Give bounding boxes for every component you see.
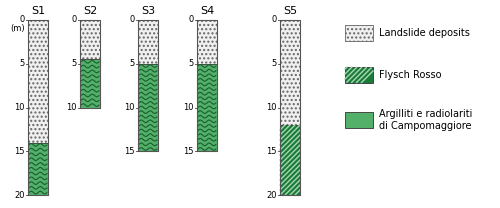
Text: 15: 15	[14, 147, 25, 156]
Bar	[280, 20, 300, 195]
Text: 5: 5	[189, 59, 194, 68]
Bar	[280, 125, 300, 195]
Bar	[197, 20, 217, 64]
Text: 20: 20	[266, 191, 277, 199]
Bar	[28, 20, 48, 142]
Text: Flysch Rosso: Flysch Rosso	[379, 70, 442, 80]
Text: S2: S2	[83, 6, 97, 16]
Text: 0: 0	[272, 16, 277, 25]
Text: Landslide deposits: Landslide deposits	[379, 28, 470, 38]
Bar	[80, 59, 100, 108]
Text: 10: 10	[14, 103, 25, 112]
Text: (m): (m)	[10, 24, 25, 32]
Text: 15: 15	[266, 147, 277, 156]
Text: 5: 5	[130, 59, 135, 68]
Text: Argilliti e radiolariti
di Campomaggiore: Argilliti e radiolariti di Campomaggiore	[379, 109, 472, 131]
Text: S1: S1	[31, 6, 45, 16]
Bar	[138, 20, 158, 151]
Text: 10: 10	[124, 103, 135, 112]
Text: 10: 10	[184, 103, 194, 112]
Text: 15: 15	[124, 147, 135, 156]
Text: 10: 10	[66, 103, 77, 112]
Bar	[80, 20, 100, 59]
Bar	[345, 112, 373, 128]
Text: 5: 5	[20, 59, 25, 68]
Bar	[138, 64, 158, 151]
Text: 15: 15	[184, 147, 194, 156]
Bar	[197, 64, 217, 151]
Text: S4: S4	[200, 6, 214, 16]
Text: 20: 20	[14, 191, 25, 199]
Bar	[80, 20, 100, 108]
Bar	[197, 20, 217, 151]
Text: 5: 5	[272, 59, 277, 68]
Bar	[138, 20, 158, 64]
Bar	[280, 20, 300, 125]
Text: 10: 10	[266, 103, 277, 112]
Text: S5: S5	[283, 6, 297, 16]
Bar	[345, 25, 373, 41]
Bar	[28, 20, 48, 195]
Bar	[345, 67, 373, 83]
Text: 0: 0	[130, 16, 135, 25]
Text: 5: 5	[72, 59, 77, 68]
Text: S3: S3	[141, 6, 155, 16]
Text: 0: 0	[72, 16, 77, 25]
Text: 0: 0	[20, 16, 25, 25]
Text: 0: 0	[189, 16, 194, 25]
Bar	[28, 142, 48, 195]
